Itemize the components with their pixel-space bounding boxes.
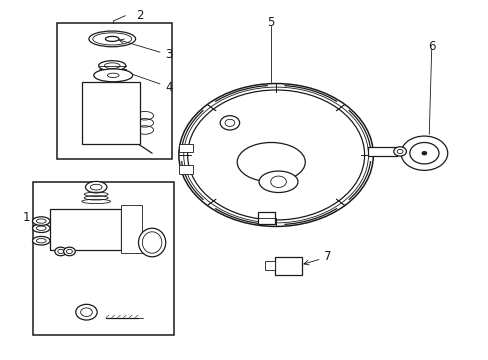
Bar [274, 257, 301, 275]
Bar [50, 208, 120, 249]
Text: 4: 4 [122, 70, 173, 94]
Ellipse shape [138, 228, 165, 257]
Circle shape [76, 304, 97, 320]
Ellipse shape [85, 181, 107, 193]
Circle shape [421, 152, 426, 155]
Circle shape [400, 136, 447, 170]
Text: 1: 1 [23, 211, 30, 224]
Bar [120, 205, 142, 253]
Bar [33, 182, 174, 336]
Text: 5: 5 [267, 16, 274, 29]
Ellipse shape [99, 61, 125, 71]
Circle shape [63, 247, 75, 256]
Text: 2: 2 [136, 9, 143, 22]
Bar [81, 82, 140, 144]
Bar [257, 212, 275, 224]
Circle shape [393, 147, 406, 156]
Ellipse shape [89, 31, 135, 47]
Bar [179, 144, 193, 152]
Circle shape [55, 247, 66, 256]
Text: 7: 7 [304, 250, 331, 265]
Circle shape [179, 84, 372, 226]
Bar [57, 23, 171, 158]
Ellipse shape [259, 171, 297, 193]
Bar [264, 261, 274, 270]
Ellipse shape [94, 69, 132, 82]
Text: 3: 3 [119, 39, 172, 62]
Bar [179, 165, 193, 174]
Text: 6: 6 [427, 40, 434, 53]
Ellipse shape [32, 217, 50, 225]
Bar [368, 147, 396, 156]
Ellipse shape [32, 224, 50, 233]
Bar [105, 75, 121, 82]
Ellipse shape [32, 237, 50, 245]
